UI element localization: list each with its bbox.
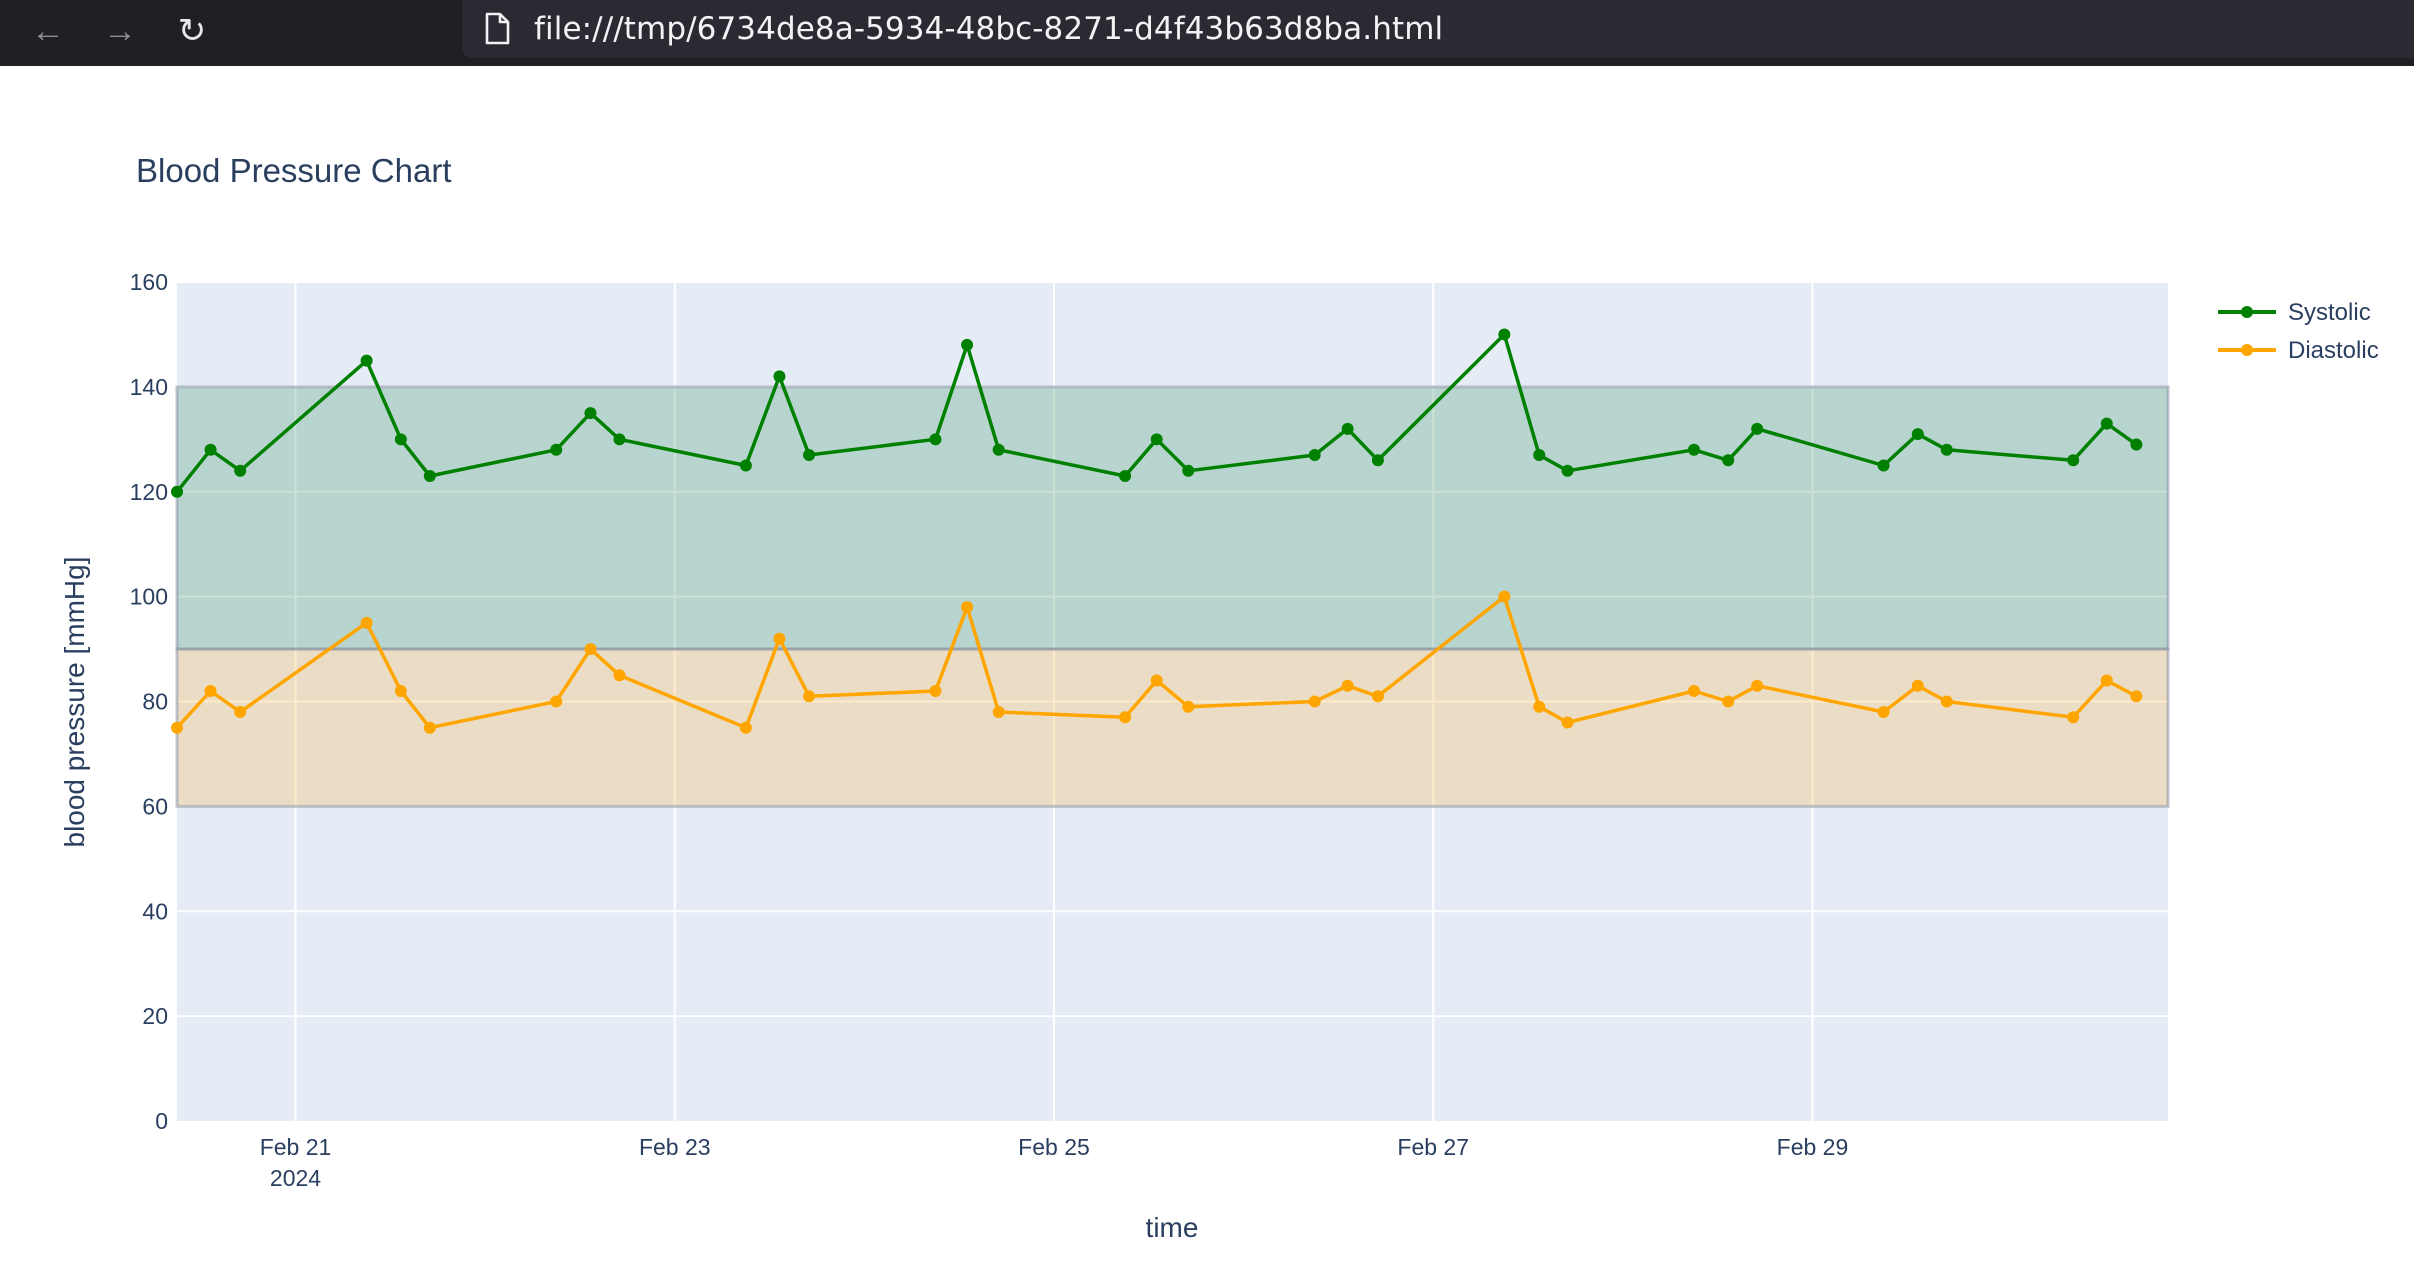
- systolic-point: [1877, 459, 1890, 472]
- x-tick-label: Feb 23: [639, 1134, 711, 1160]
- systolic-point: [1722, 454, 1735, 467]
- forward-icon[interactable]: →: [103, 11, 137, 50]
- diastolic-point: [961, 601, 974, 614]
- blood-pressure-chart: Blood Pressure Chart 0 20 40 60 80 100 120 140 1…: [59, 152, 2379, 1243]
- systolic-point: [613, 433, 626, 446]
- diastolic-point: [739, 721, 752, 734]
- systolic-point: [739, 459, 752, 472]
- legend-swatch-marker: [2241, 306, 2253, 318]
- diastolic-point: [1308, 695, 1321, 708]
- y-tick-label: 140: [130, 374, 168, 400]
- browser-toolbar: ← → ↻ file:///tmp/6734de8a-5934-48bc-827…: [0, 0, 2414, 66]
- systolic-point: [773, 370, 786, 383]
- systolic-point: [1911, 428, 1924, 441]
- legend-label-diastolic: Diastolic: [2288, 337, 2379, 364]
- legend-swatch-marker: [2241, 344, 2253, 356]
- diastolic-point: [204, 685, 217, 698]
- systolic-point: [803, 449, 816, 462]
- systolic-point: [1498, 328, 1511, 341]
- reload-icon[interactable]: ↻: [177, 12, 207, 50]
- diastolic-point: [1911, 679, 1924, 692]
- systolic-range-band: [175, 385, 2170, 651]
- systolic-point: [584, 407, 597, 420]
- x-tick-label: Feb 21: [260, 1134, 332, 1160]
- systolic-point: [1561, 464, 1574, 477]
- diastolic-point: [929, 685, 942, 698]
- systolic-point: [992, 443, 1005, 456]
- systolic-point: [423, 470, 436, 483]
- y-tick-label: 100: [130, 584, 168, 610]
- y-tick-label: 60: [142, 793, 168, 819]
- back-icon[interactable]: ←: [31, 11, 65, 50]
- diastolic-range-band: [175, 647, 2170, 808]
- diastolic-point: [992, 705, 1005, 718]
- x-tick-year-label: 2024: [270, 1165, 321, 1191]
- chart-container: Blood Pressure Chart 0 20 40 60 80 100 120 140 1…: [0, 66, 2414, 1264]
- diastolic-point: [1722, 695, 1735, 708]
- systolic-point: [2130, 438, 2143, 451]
- x-axis-title: time: [1146, 1212, 1199, 1243]
- diastolic-point: [1687, 685, 1700, 698]
- x-tick-label: Feb 27: [1397, 1134, 1469, 1160]
- diastolic-point: [1182, 700, 1195, 713]
- url-text: file:///tmp/6734de8a-5934-48bc-8271-d4f4…: [534, 11, 1444, 47]
- systolic-point: [1119, 470, 1132, 483]
- systolic-point: [1533, 449, 1546, 462]
- x-tick-label: Feb 29: [1777, 1134, 1849, 1160]
- diastolic-point: [584, 643, 597, 656]
- systolic-point: [1751, 422, 1764, 435]
- legend-label-systolic: Systolic: [2288, 299, 2371, 326]
- y-tick-label: 0: [155, 1108, 168, 1134]
- diastolic-point: [2130, 690, 2143, 703]
- systolic-point: [1341, 422, 1354, 435]
- systolic-point: [1687, 443, 1700, 456]
- file-icon: [485, 12, 510, 45]
- diastolic-point: [234, 705, 247, 718]
- systolic-point: [550, 443, 563, 456]
- y-tick-label: 20: [142, 1003, 168, 1029]
- diastolic-point: [1341, 679, 1354, 692]
- diastolic-point: [613, 669, 626, 682]
- diastolic-point: [2100, 674, 2113, 687]
- address-bar[interactable]: file:///tmp/6734de8a-5934-48bc-8271-d4f4…: [462, 0, 2414, 58]
- diastolic-point: [1940, 695, 1953, 708]
- systolic-point: [204, 443, 217, 456]
- diastolic-point: [394, 685, 407, 698]
- diastolic-point: [1877, 705, 1890, 718]
- systolic-point: [234, 464, 247, 477]
- x-tick-label: Feb 25: [1018, 1134, 1090, 1160]
- diastolic-point: [773, 632, 786, 645]
- y-tick-label: 40: [142, 898, 168, 924]
- systolic-point: [1940, 443, 1953, 456]
- systolic-point: [1150, 433, 1163, 446]
- systolic-point: [929, 433, 942, 446]
- diastolic-point: [360, 616, 373, 629]
- systolic-point: [1182, 464, 1195, 477]
- diastolic-point: [423, 721, 436, 734]
- diastolic-point: [1119, 711, 1132, 724]
- y-tick-label: 80: [142, 689, 168, 715]
- y-tick-label: 120: [130, 479, 168, 505]
- diastolic-point: [171, 721, 183, 734]
- y-tick-label: 160: [130, 269, 168, 295]
- diastolic-point: [1371, 690, 1384, 703]
- diastolic-point: [2067, 711, 2080, 724]
- systolic-point: [1371, 454, 1384, 467]
- diastolic-point: [550, 695, 563, 708]
- diastolic-point: [1561, 716, 1574, 729]
- diastolic-point: [1150, 674, 1163, 687]
- systolic-point: [360, 354, 373, 367]
- diastolic-point: [1533, 700, 1546, 713]
- systolic-point: [961, 338, 974, 351]
- chart-title: Blood Pressure Chart: [136, 152, 451, 189]
- diastolic-point: [1751, 679, 1764, 692]
- systolic-point: [394, 433, 407, 446]
- systolic-point: [2067, 454, 2080, 467]
- systolic-point: [2100, 417, 2113, 430]
- systolic-point: [1308, 449, 1321, 462]
- diastolic-point: [803, 690, 816, 703]
- diastolic-point: [1498, 590, 1511, 603]
- systolic-point: [171, 485, 183, 498]
- y-axis-title: blood pressure [mmHg]: [59, 556, 90, 847]
